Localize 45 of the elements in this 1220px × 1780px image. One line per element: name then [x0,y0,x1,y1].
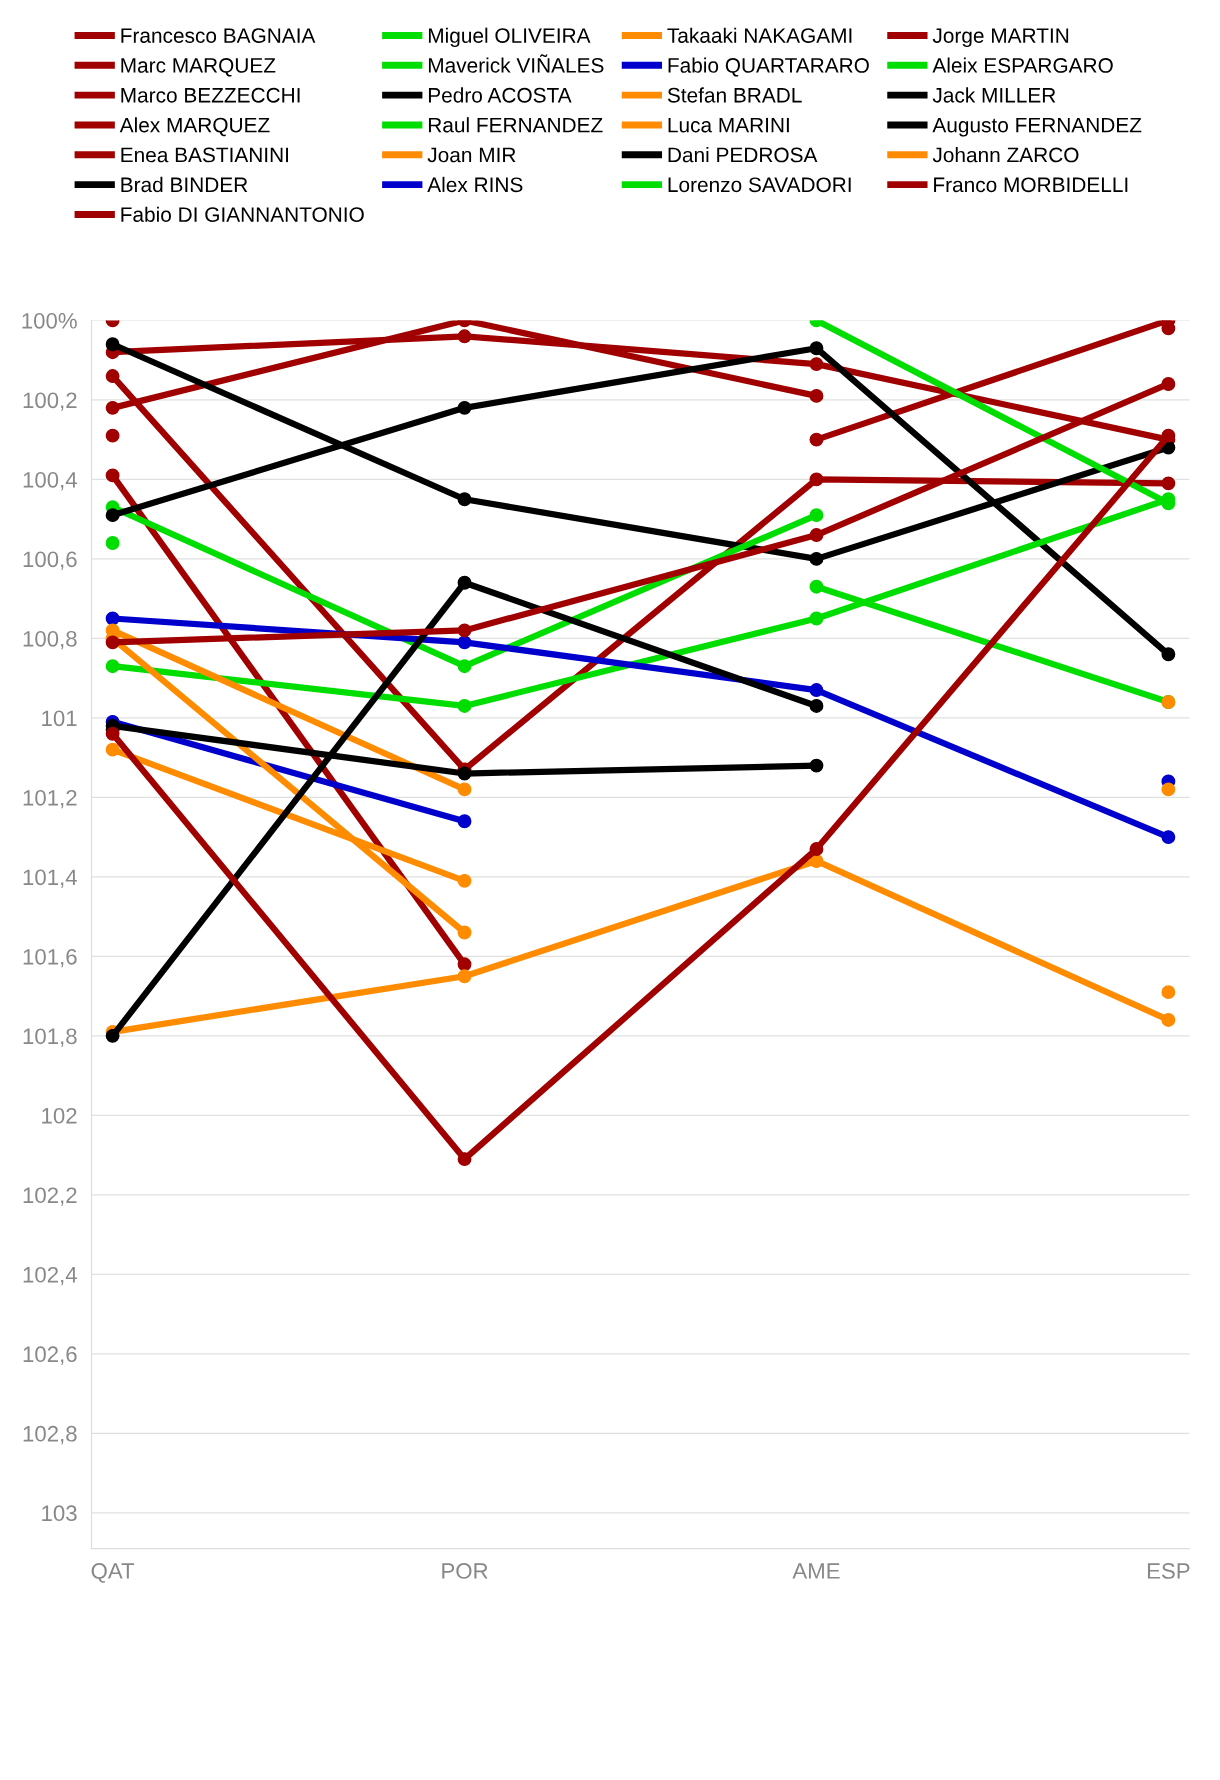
y-tick-label: 102,4 [23,1266,77,1286]
y-tick-label: 102,6 [23,1346,77,1365]
legend-label: Johann ZARCO [932,147,1079,163]
y-tick-label: 100% [22,312,77,329]
y-tick-label: 101,6 [23,948,77,968]
y-tick-label: 102,2 [23,1187,77,1206]
legend-label: Pedro ACOSTA [428,87,572,103]
y-tick-label: 101,8 [23,1028,77,1047]
y-tick-label: 102 [42,1107,77,1124]
legend-label: Jack MILLER [932,87,1056,103]
x-tick-label: QAT [91,1563,135,1583]
x-tick-label: POR [442,1563,488,1579]
legend-label: Raul FERNANDEZ [428,117,603,133]
legend-label: Enea BASTIANINI [121,147,289,163]
y-tick-label: 103 [42,1505,77,1522]
legend-label: Francesco BAGNAIA [121,28,316,43]
legend-label: Brad BINDER [121,176,248,193]
y-tick-label: 101,2 [23,789,77,809]
legend-label: Alex MARQUEZ [119,117,270,137]
y-tick-label: 101,4 [23,869,77,888]
legend-label: Alex RINS [427,176,523,193]
legend-label: Marco BEZZECCHI [121,87,300,103]
legend-label: Joan MIR [427,147,516,163]
legend-label: Lorenzo SAVADORI [668,177,851,193]
y-tick-label: 100,2 [23,392,77,411]
legend-label: Jorge MARTIN [932,28,1069,48]
legend-label: Maverick VIÑALES [428,54,604,73]
legend-label: Stefan BRADL [667,87,802,103]
x-tick-label: ESP [1147,1563,1190,1579]
legend-label: Franco MORBIDELLI [934,177,1128,193]
legend-label: Fabio QUARTARARO [668,57,869,77]
y-tick-label: 100,8 [23,630,77,650]
legend-label: Luca MARINI [668,117,789,133]
legend-label: Dani PEDROSA [668,147,818,163]
legend-label: Takaaki NAKAGAMI [667,27,852,43]
legend-label: Marc MARQUEZ [121,58,276,77]
legend-label: Augusto FERNANDEZ [932,117,1142,137]
y-tick-label: 102,8 [23,1425,77,1445]
legend-label: Aleix ESPARGARO [932,57,1113,73]
y-tick-label: 100,6 [23,551,77,570]
x-tick-label: AME [792,1563,840,1579]
legend-label: Miguel OLIVEIRA [428,27,591,48]
y-tick-label: 101 [42,710,77,727]
legend-label: Fabio DI GIANNANTONIO [121,206,364,222]
y-tick-label: 100,4 [23,471,77,491]
